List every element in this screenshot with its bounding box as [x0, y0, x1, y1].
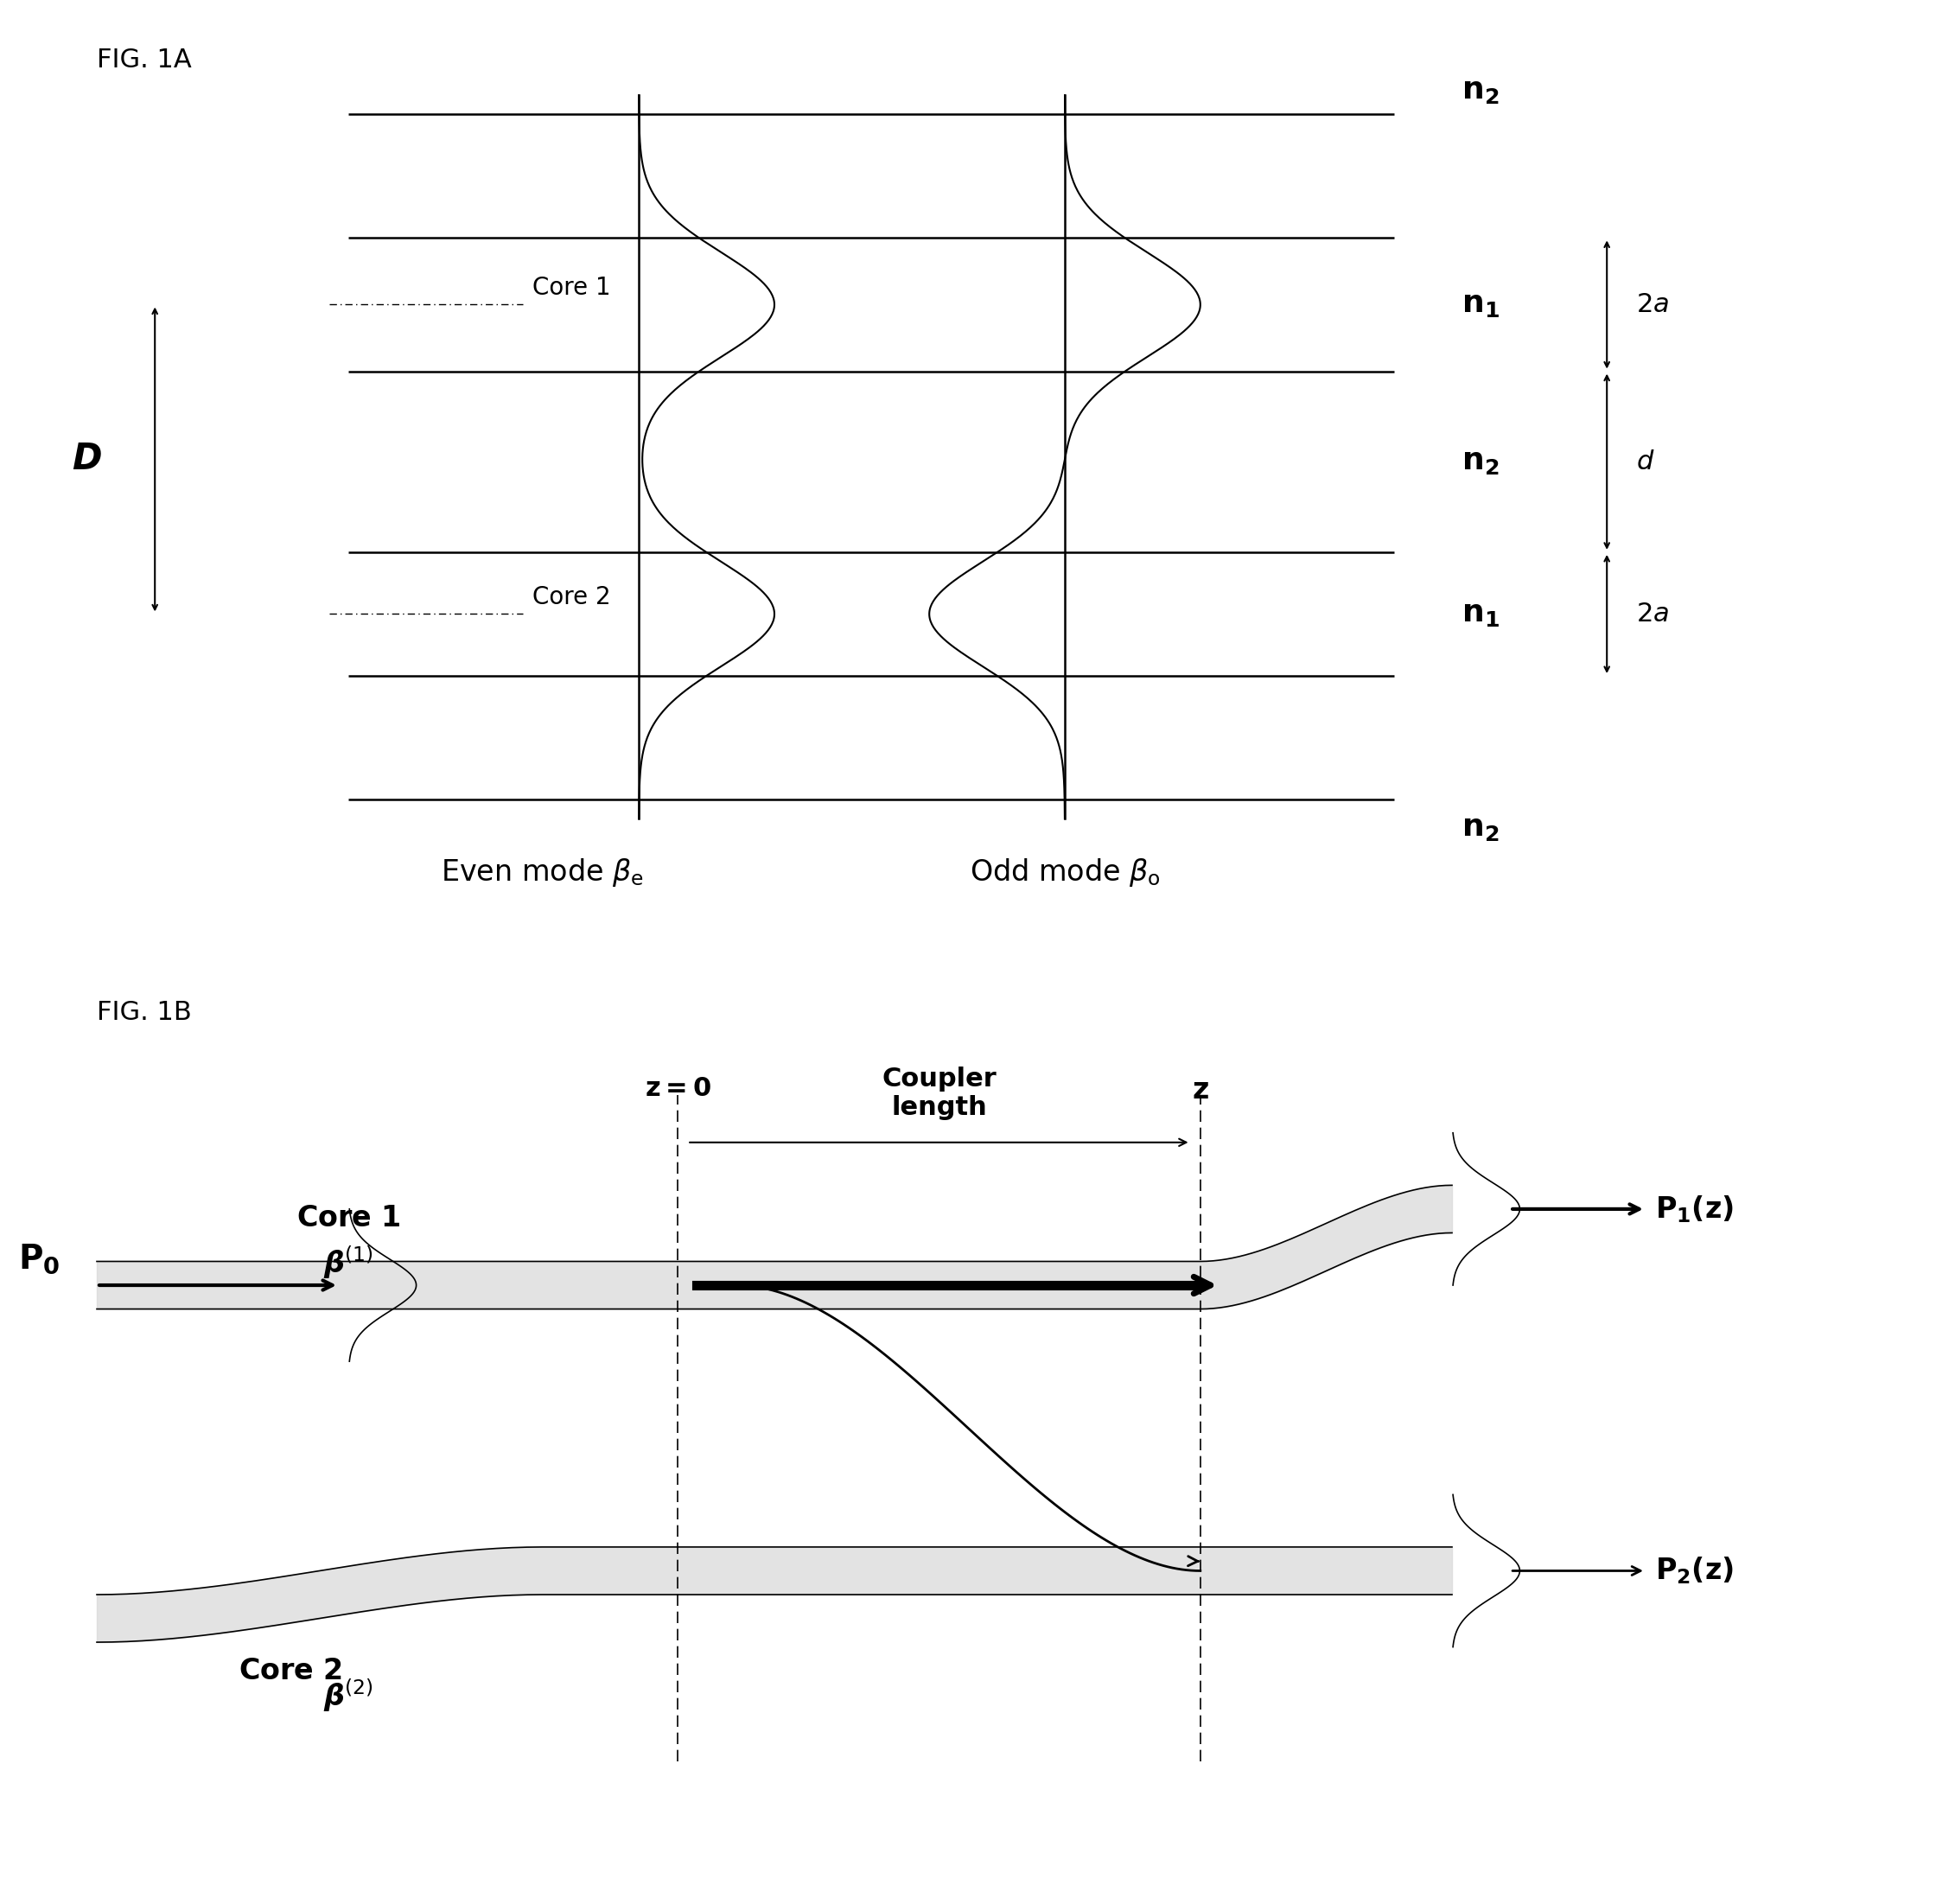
Text: $2a$: $2a$: [1636, 602, 1669, 626]
Text: $\mathbf{P_0}$: $\mathbf{P_0}$: [17, 1241, 60, 1276]
Text: Core 2: Core 2: [532, 585, 610, 609]
Text: $\mathbf{Core\ 2}$: $\mathbf{Core\ 2}$: [238, 1656, 343, 1685]
Text: $\mathbf{P_2(z)}$: $\mathbf{P_2(z)}$: [1655, 1556, 1735, 1586]
Text: $\mathbf{n_1}$: $\mathbf{n_1}$: [1462, 289, 1500, 320]
Text: D: D: [72, 442, 103, 478]
Text: Odd mode $\beta_\mathrm{o}$: Odd mode $\beta_\mathrm{o}$: [970, 857, 1160, 889]
Text: $d$: $d$: [1636, 449, 1655, 474]
Text: $\mathbf{n_2}$: $\mathbf{n_2}$: [1462, 813, 1498, 843]
Text: $2a$: $2a$: [1636, 291, 1669, 318]
Text: $\mathbf{n_1}$: $\mathbf{n_1}$: [1462, 600, 1500, 628]
Text: $\boldsymbol{\beta}^{(2)}$: $\boldsymbol{\beta}^{(2)}$: [323, 1677, 374, 1714]
Text: $\mathbf{n_2}$: $\mathbf{n_2}$: [1462, 447, 1498, 476]
Text: $\mathbf{z=0}$: $\mathbf{z=0}$: [645, 1076, 711, 1101]
Text: Coupler
length: Coupler length: [881, 1066, 997, 1120]
Text: FIG. 1B: FIG. 1B: [97, 1000, 192, 1024]
Text: Even mode $\beta_\mathrm{e}$: Even mode $\beta_\mathrm{e}$: [441, 857, 643, 889]
Text: $\mathbf{n_2}$: $\mathbf{n_2}$: [1462, 76, 1498, 105]
Text: $\mathbf{P_1(z)}$: $\mathbf{P_1(z)}$: [1655, 1194, 1735, 1224]
Text: FIG. 1A: FIG. 1A: [97, 48, 192, 72]
Text: $\mathbf{z}$: $\mathbf{z}$: [1193, 1076, 1208, 1104]
Text: Core 1: Core 1: [532, 276, 610, 299]
Text: $\boldsymbol{\beta}^{(1)}$: $\boldsymbol{\beta}^{(1)}$: [323, 1243, 374, 1279]
Text: $\mathbf{Core\ 1}$: $\mathbf{Core\ 1}$: [296, 1205, 401, 1234]
